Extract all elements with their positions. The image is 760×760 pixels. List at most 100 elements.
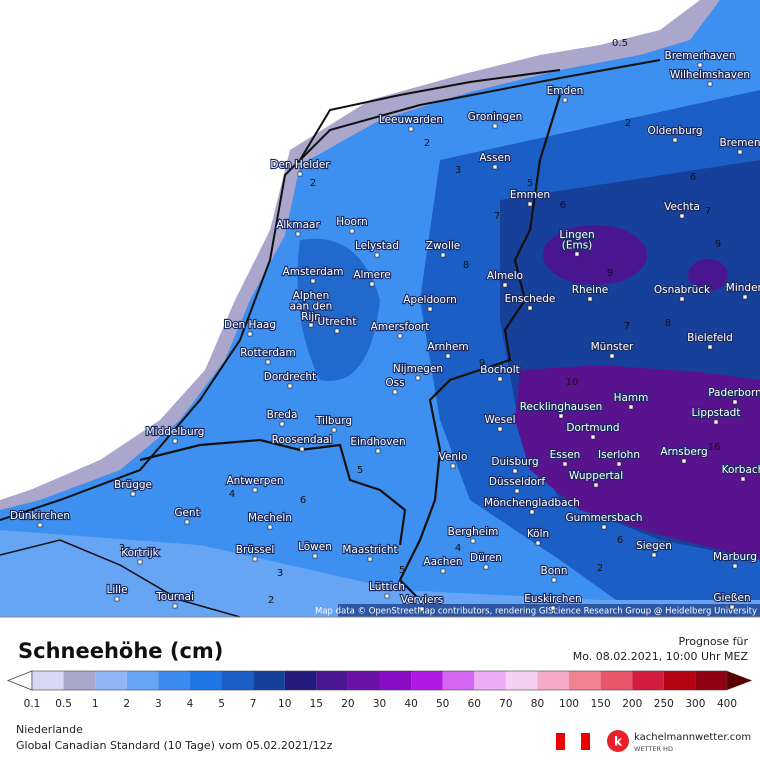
- city-label: Roosendaal: [272, 434, 333, 446]
- city-label: Apeldoorn: [403, 294, 457, 306]
- city-dot: [707, 344, 713, 350]
- city-label: Köln: [527, 528, 549, 540]
- city-dot: [527, 305, 533, 311]
- colorbar-label: 80: [531, 698, 544, 710]
- city-label: Venlo: [439, 451, 468, 463]
- city-label: Iserlohn: [598, 449, 640, 461]
- colorbar-box: [442, 671, 475, 690]
- city-label: Münster: [591, 341, 634, 353]
- city-label: Arnhem: [427, 341, 468, 353]
- city-dot: [375, 448, 381, 454]
- contour-label: 10: [566, 377, 579, 388]
- contour-label: 2: [597, 563, 603, 574]
- city-dot: [331, 427, 337, 433]
- city-label: Utrecht: [318, 316, 357, 328]
- city-label: Wilhelmshaven: [670, 69, 750, 81]
- city-dot: [295, 231, 301, 237]
- colorbar-label: 70: [499, 698, 512, 710]
- colorbar-box: [474, 671, 506, 690]
- city-label: Paderborn: [708, 387, 760, 399]
- city-label: Breda: [267, 409, 298, 421]
- city-label: Antwerpen: [226, 475, 283, 487]
- flag: [565, 733, 581, 750]
- city-dot: [628, 404, 634, 410]
- city-dot: [114, 596, 120, 602]
- city-label: Alkmaar: [276, 219, 320, 231]
- city-dot: [299, 446, 305, 452]
- city-label: Middelburg: [146, 426, 205, 438]
- city-label: Dortmund: [566, 422, 619, 434]
- colorbar-box: [284, 671, 317, 690]
- sea: [0, 0, 700, 500]
- contour-label: 4: [455, 543, 461, 554]
- city-dot: [609, 353, 615, 359]
- city-dot: [184, 519, 190, 525]
- colorbar-label: 10: [278, 698, 291, 710]
- city-label: Oldenburg: [647, 125, 702, 137]
- forecast-label: Prognose für: [679, 635, 749, 648]
- city-label: Den Helder: [270, 159, 330, 171]
- brand-sub: WETTER HD: [634, 745, 673, 753]
- colorbar-box: [32, 671, 64, 690]
- colorbar-box: [537, 671, 570, 690]
- city-label: Düren: [470, 552, 502, 564]
- city-dot: [679, 296, 685, 302]
- colorbar-label: 50: [436, 698, 449, 710]
- city-label: Bergheim: [448, 526, 499, 538]
- city-dot: [502, 282, 508, 288]
- contour-label: 16: [708, 442, 721, 453]
- city-label: Assen: [479, 152, 510, 164]
- colorbar-label: 1: [92, 698, 99, 710]
- city-dot: [527, 201, 533, 207]
- city-dot: [419, 606, 425, 612]
- colorbar-box: [632, 671, 664, 690]
- city-label: Tilburg: [315, 415, 352, 427]
- city-label: Löwen: [298, 541, 332, 553]
- city-label: Leeuwarden: [379, 114, 443, 126]
- contour-label: 6: [690, 172, 696, 183]
- city-dot: [445, 353, 451, 359]
- snow-area: [0, 530, 760, 617]
- city-label: Recklinghausen: [520, 401, 603, 413]
- contour-label: 2: [625, 118, 631, 129]
- city-dot: [137, 559, 143, 565]
- city-dot: [450, 463, 456, 469]
- city-label: Bremerhaven: [665, 50, 736, 62]
- colorbar-label: 250: [654, 698, 674, 710]
- snow-area: [688, 259, 728, 291]
- colorbar-box: [221, 671, 254, 690]
- colorbar-box: [663, 671, 696, 690]
- contour-label: 6: [300, 495, 306, 506]
- city-dot: [440, 252, 446, 258]
- city-dot: [252, 556, 258, 562]
- city-label: Düsseldorf: [489, 476, 545, 488]
- city-label: Brüssel: [236, 544, 275, 556]
- logo-mark: k: [614, 735, 623, 749]
- colorbar-arrow: [6, 670, 33, 691]
- city-label: Bremen: [719, 137, 760, 149]
- contour-label: 3: [277, 568, 283, 579]
- city-dot: [397, 333, 403, 339]
- colorbar-label: 4: [187, 698, 194, 710]
- colorbar-box: [600, 671, 633, 690]
- city-dot: [697, 62, 703, 68]
- city-label: Lingen: [559, 229, 594, 241]
- contour-label: 3: [119, 543, 125, 554]
- city-dot: [732, 399, 738, 405]
- city-label: Almere: [353, 269, 390, 281]
- city-label: Lille: [106, 584, 127, 596]
- contour-label: 9: [607, 268, 613, 279]
- city-dot: [681, 458, 687, 464]
- city-dot: [512, 468, 518, 474]
- city-dot: [470, 538, 476, 544]
- city-dot: [415, 375, 421, 381]
- city-label: Rotterdam: [240, 347, 295, 359]
- city-dot: [616, 461, 622, 467]
- city-dot: [374, 252, 380, 258]
- city-dot: [392, 389, 398, 395]
- city-label: Wesel: [484, 414, 515, 426]
- city-dot: [535, 540, 541, 546]
- colorbar-frame: [31, 670, 728, 691]
- islands: [299, 69, 561, 161]
